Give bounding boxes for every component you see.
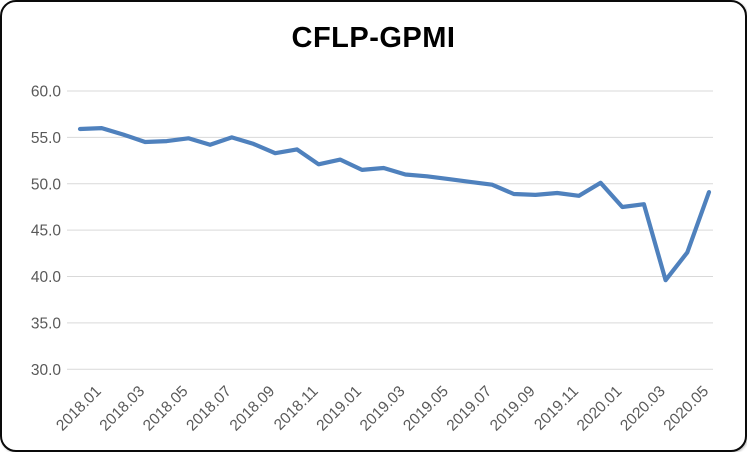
y-axis-tick-label: 60.0	[31, 84, 62, 101]
y-axis-tick-label: 30.0	[31, 362, 62, 379]
x-axis-tick-label: 2019.01	[313, 383, 365, 435]
chart-title: CFLP-GPMI	[291, 22, 456, 54]
x-axis-tick-label: 2018.07	[183, 383, 235, 435]
y-axis-tick-label: 45.0	[31, 223, 62, 240]
x-axis-tick-label: 2018.03	[97, 383, 149, 435]
x-axis-tick-label: 2019.03	[357, 383, 409, 435]
y-axis-tick-label: 55.0	[31, 130, 62, 147]
data-series	[77, 125, 712, 283]
y-axis-tick-label: 35.0	[31, 315, 62, 332]
x-axis-tick-label: 2018.05	[140, 383, 192, 435]
x-axis-tick-label: 2018.01	[53, 383, 105, 435]
y-axis-tick-label: 40.0	[31, 269, 62, 286]
x-axis-tick-label: 2020.05	[661, 383, 713, 435]
x-axis: 2018.012018.032018.052018.072018.092018.…	[53, 383, 712, 435]
data-line	[77, 125, 712, 283]
x-axis-tick-label: 2020.03	[617, 383, 669, 435]
x-axis-tick-label: 2018.11	[271, 383, 322, 434]
x-axis-tick-label: 2019.07	[444, 383, 496, 435]
x-axis-tick-label: 2020.01	[574, 383, 626, 435]
x-axis-tick-label: 2018.09	[227, 383, 279, 435]
y-axis-tick-label: 50.0	[31, 176, 62, 193]
y-axis: 60.0 55.0 50.0 45.0 40.0 35.0 30.0	[31, 84, 62, 379]
x-axis-tick-label: 2019.05	[400, 383, 452, 435]
x-axis-tick-label: 2019.09	[487, 383, 539, 435]
gridlines	[67, 90, 713, 370]
x-axis-tick-label: 2019.11	[531, 383, 582, 434]
